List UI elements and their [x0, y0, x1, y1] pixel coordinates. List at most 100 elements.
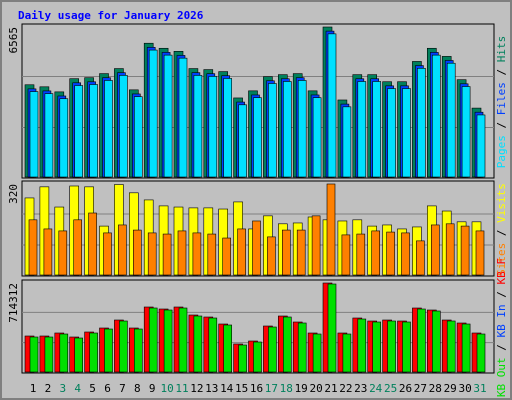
bar	[223, 78, 232, 178]
bar	[133, 229, 142, 276]
bar	[341, 234, 351, 276]
bar	[88, 212, 97, 276]
legend-separator: /	[495, 284, 508, 304]
bar	[446, 320, 456, 373]
bar	[476, 114, 486, 178]
legend-entry: Files	[495, 82, 508, 115]
bar	[162, 233, 172, 276]
bar	[193, 315, 203, 373]
x-tick-label: 22	[339, 382, 352, 395]
bar	[208, 76, 218, 178]
bar	[29, 336, 39, 373]
bar	[430, 224, 440, 276]
bar	[371, 230, 381, 276]
bar	[148, 307, 158, 373]
x-tick-label: 12	[190, 382, 203, 395]
bar	[59, 98, 69, 178]
bar	[253, 97, 262, 178]
x-tick-label: 16	[250, 382, 263, 395]
bar	[342, 333, 352, 373]
bar	[311, 215, 321, 276]
x-tick-label: 24	[369, 382, 383, 395]
legend-entry: Pages	[495, 135, 508, 168]
bar	[252, 220, 261, 276]
x-tick-label: 15	[235, 382, 248, 395]
bar	[268, 83, 277, 178]
bar	[103, 232, 112, 276]
bar	[163, 54, 173, 178]
x-tick-label: 5	[89, 382, 96, 395]
bar	[357, 318, 367, 373]
bar	[282, 316, 292, 373]
legend: Pages / Files / Hits	[495, 36, 508, 169]
x-tick-label: 3	[59, 382, 66, 395]
bar	[178, 307, 188, 373]
bar	[193, 75, 203, 178]
bar	[312, 97, 322, 178]
bar	[238, 344, 247, 373]
bar	[253, 341, 262, 373]
x-tick-label: 30	[458, 382, 471, 395]
legend-separator: /	[495, 115, 508, 135]
bar	[163, 309, 173, 373]
x-tick-label: 28	[429, 382, 442, 395]
legend: KB Out / KB In / KB F	[495, 258, 508, 397]
bar	[445, 223, 455, 276]
bar	[208, 317, 218, 373]
bar	[386, 231, 395, 276]
legend-entry: KB F	[495, 258, 508, 285]
bar	[387, 88, 396, 178]
x-tick-label: 8	[134, 382, 141, 395]
bar	[207, 233, 217, 276]
legend-entry: Hits	[495, 36, 508, 63]
bar	[312, 333, 322, 373]
bar	[74, 337, 83, 373]
bar	[238, 104, 247, 178]
bar	[178, 57, 188, 178]
bar	[192, 232, 202, 276]
bar	[297, 322, 307, 373]
legend-entry: Visits	[495, 183, 508, 223]
bar	[297, 80, 307, 178]
bar	[268, 326, 277, 373]
bar	[29, 91, 39, 178]
bar	[356, 233, 366, 276]
bar	[327, 33, 337, 178]
x-tick-label: 27	[414, 382, 427, 395]
bar	[89, 84, 98, 178]
bar	[222, 237, 231, 276]
x-tick-label: 17	[265, 382, 278, 395]
x-tick-label: 14	[220, 382, 234, 395]
bar	[282, 81, 292, 178]
bar	[134, 96, 143, 178]
bar	[296, 229, 306, 276]
x-tick-label: 25	[384, 382, 397, 395]
bar	[73, 219, 82, 276]
legend-separator: /	[495, 62, 508, 82]
chart-title: Daily usage for January 2026	[18, 9, 204, 22]
bar	[372, 81, 382, 178]
bar	[461, 323, 471, 373]
x-tick-label: 21	[324, 382, 337, 395]
bar	[43, 228, 53, 276]
bar	[327, 283, 337, 373]
bar	[104, 328, 113, 373]
legend-separator: /	[495, 223, 508, 243]
bar	[44, 336, 54, 373]
x-tick-label: 9	[149, 382, 156, 395]
x-tick-label: 1	[30, 382, 37, 395]
x-tick-label: 20	[309, 382, 322, 395]
bar	[401, 232, 410, 276]
bar	[475, 230, 485, 276]
x-tick-label: 4	[74, 382, 81, 395]
bar	[460, 225, 470, 276]
legend-entry: KB Out	[495, 357, 508, 397]
bar	[223, 324, 232, 373]
bar	[402, 321, 411, 373]
bar	[416, 240, 425, 276]
bar	[281, 229, 291, 276]
bar	[476, 333, 486, 373]
bar	[402, 88, 411, 178]
x-tick-label: 10	[160, 382, 173, 395]
